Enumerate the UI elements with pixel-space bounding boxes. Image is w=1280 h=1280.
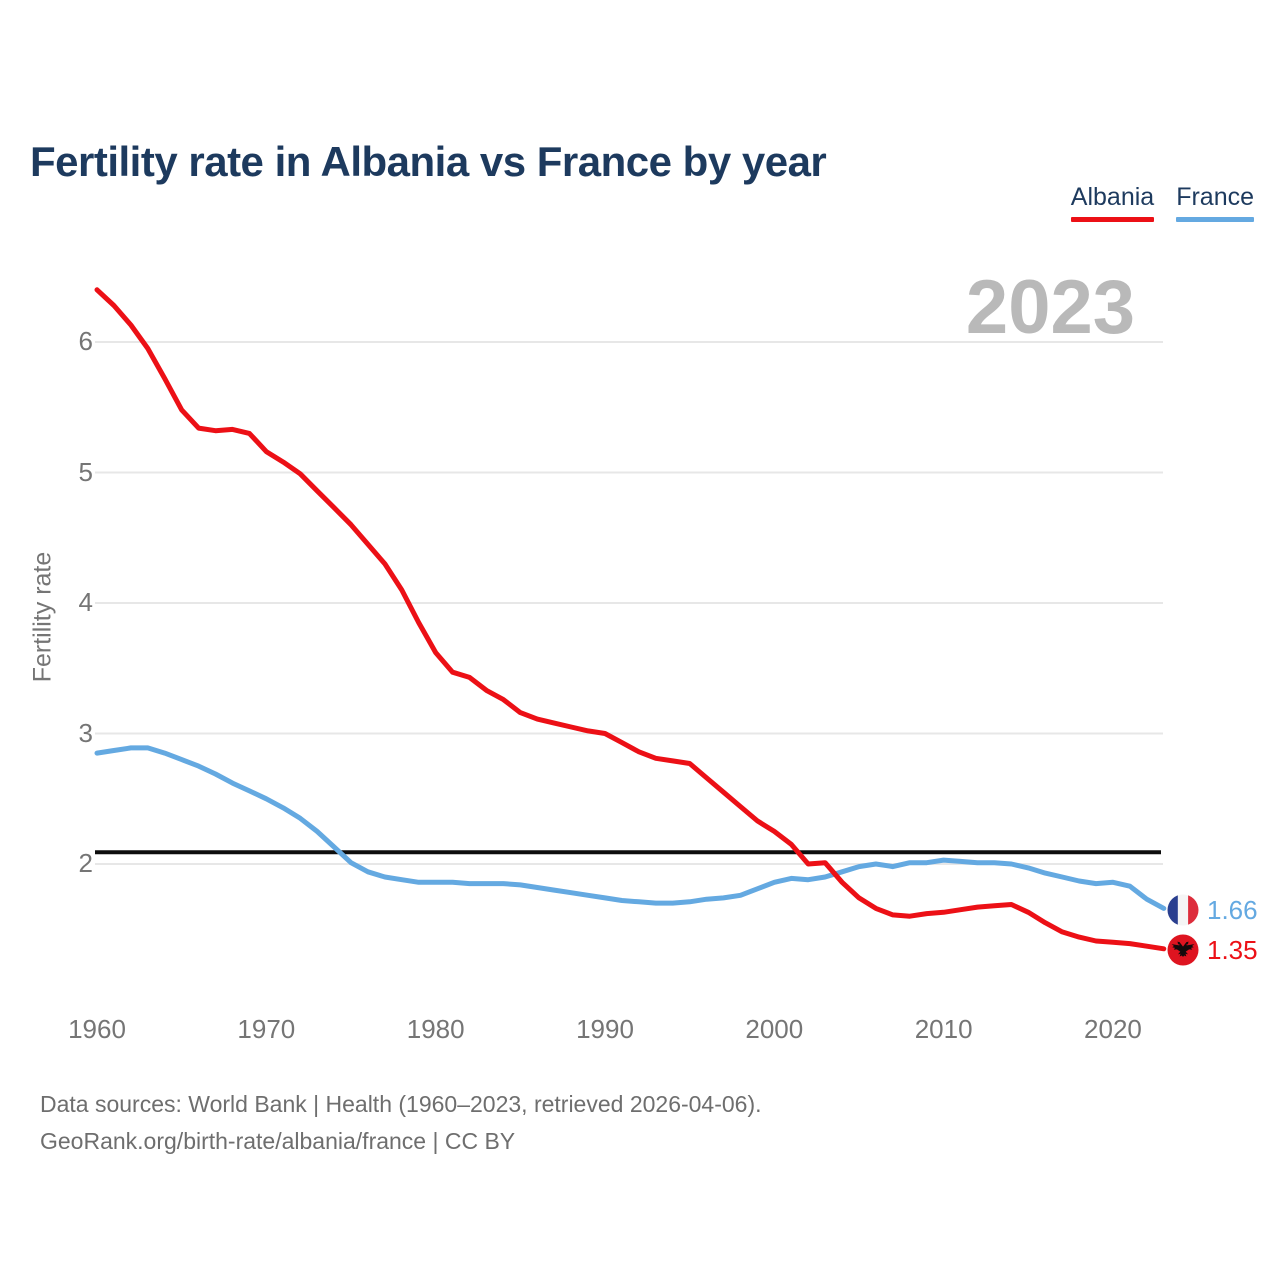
y-tick-5: 5 bbox=[78, 456, 93, 487]
legend-label-albania: Albania bbox=[1070, 183, 1155, 211]
y-tick-2: 2 bbox=[78, 848, 93, 878]
legend-label-france: France bbox=[1176, 183, 1254, 211]
albania-end-value: 1.35 bbox=[1207, 935, 1258, 965]
x-tick-1980: 1980 bbox=[406, 1014, 465, 1044]
footer-url-line: GeoRank.org/birth-rate/albania/france | … bbox=[40, 1128, 516, 1154]
albania-flag-icon bbox=[1167, 934, 1199, 966]
footer-sources-line: Data sources: World Bank | Health (1960–… bbox=[40, 1091, 762, 1117]
france-end-value: 1.66 bbox=[1207, 895, 1258, 925]
series-lines bbox=[94, 287, 1167, 952]
gridlines bbox=[95, 341, 1163, 865]
x-tick-2010: 2010 bbox=[914, 1014, 973, 1044]
legend-item-france[interactable]: France bbox=[1176, 183, 1254, 222]
legend: Albania France bbox=[1070, 183, 1254, 222]
x-tick-1990: 1990 bbox=[576, 1014, 634, 1044]
x-tick-2020: 2020 bbox=[1084, 1014, 1142, 1044]
footer: Data sources: World Bank | Health (1960–… bbox=[40, 1086, 762, 1160]
france-flag-icon bbox=[1167, 894, 1199, 926]
x-tick-1970: 1970 bbox=[237, 1014, 296, 1044]
series-line-france bbox=[94, 745, 1167, 911]
legend-underline-france bbox=[1176, 216, 1254, 222]
series-line-albania bbox=[94, 287, 1167, 952]
page-title: Fertility rate in Albania vs France by y… bbox=[30, 138, 827, 186]
y-tick-6: 6 bbox=[78, 326, 93, 356]
year-watermark: 2023 bbox=[965, 265, 1135, 350]
legend-item-albania[interactable]: Albania bbox=[1070, 183, 1155, 222]
legend-underline-albania bbox=[1070, 216, 1155, 222]
y-tick-4: 4 bbox=[78, 587, 93, 617]
x-tick-2000: 2000 bbox=[745, 1014, 804, 1044]
y-tick-3: 3 bbox=[78, 717, 93, 748]
x-tick-1960: 1960 bbox=[68, 1014, 126, 1044]
